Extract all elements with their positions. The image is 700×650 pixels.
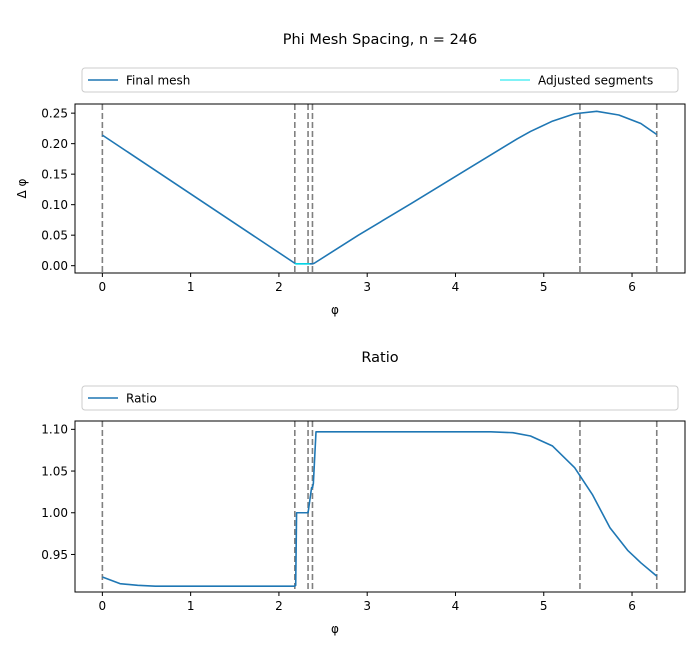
x-tick-label: 4 — [452, 599, 460, 613]
plot-frame — [74, 420, 686, 593]
x-tick-label: 5 — [540, 280, 548, 294]
x-tick-label: 1 — [187, 280, 195, 294]
y-tick-label: 1.05 — [41, 464, 68, 478]
y-tick-label: 0.15 — [41, 167, 68, 181]
legend: Final mesh Adjusted segments — [81, 67, 679, 93]
y-axis-label: Δ φ — [15, 178, 29, 198]
legend-entry: Final mesh — [126, 74, 190, 88]
legend: Ratio — [81, 385, 679, 411]
legend-entry: Adjusted segments — [538, 74, 653, 88]
x-tick-label: 0 — [99, 599, 107, 613]
chart-title: Ratio — [361, 350, 398, 366]
x-tick-label: 1 — [187, 599, 195, 613]
y-tick-label: 1.00 — [41, 506, 68, 520]
x-tick-label: 5 — [540, 599, 548, 613]
series-line — [102, 431, 658, 587]
y-tick-label: 0.00 — [41, 259, 68, 273]
x-tick-label: 6 — [628, 280, 636, 294]
y-tick-label: 0.95 — [41, 548, 68, 562]
x-tick-label: 3 — [363, 599, 371, 613]
x-tick-label: 0 — [99, 280, 107, 294]
x-axis-label: φ — [331, 622, 339, 636]
legend-frame — [81, 385, 679, 411]
x-tick-label: 6 — [628, 599, 636, 613]
y-tick-label: 0.20 — [41, 137, 68, 151]
x-tick-label: 3 — [363, 280, 371, 294]
y-tick-label: 1.10 — [41, 423, 68, 437]
y-tick-label: 0.25 — [41, 106, 68, 120]
x-tick-label: 4 — [452, 280, 460, 294]
y-tick-label: 0.05 — [41, 228, 68, 242]
chart-title: Phi Mesh Spacing, n = 246 — [283, 32, 478, 48]
plot-frame — [74, 103, 686, 274]
legend-frame — [81, 67, 679, 93]
legend-entry: Ratio — [126, 392, 157, 406]
series-line — [101, 110, 658, 265]
x-tick-label: 2 — [275, 599, 283, 613]
x-tick-label: 2 — [275, 280, 283, 294]
subplot-2: Ratio Ratio 0 1 2 3 4 5 6 0.95 1.00 1.05 1.10 φ — [41, 350, 686, 636]
x-axis-label: φ — [331, 303, 339, 317]
subplot-1: Phi Mesh Spacing, n = 246 Final mesh Adjus… — [15, 32, 686, 317]
y-tick-label: 0.10 — [41, 198, 68, 212]
